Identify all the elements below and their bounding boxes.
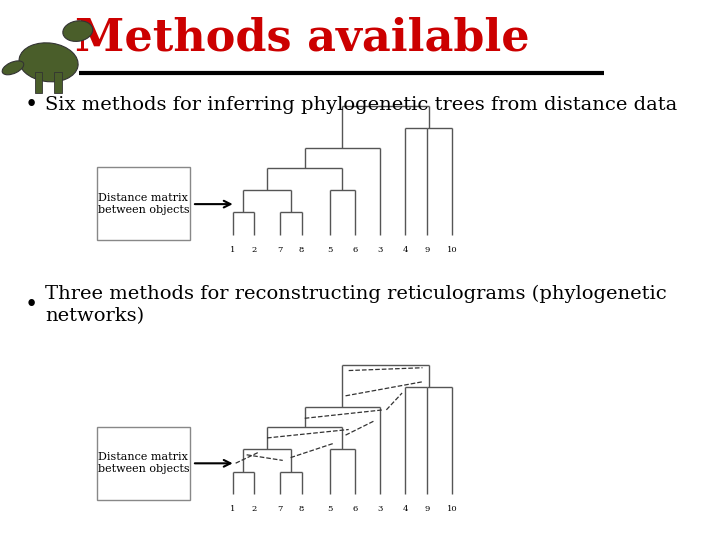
Text: Distance matrix
between objects: Distance matrix between objects bbox=[98, 193, 189, 214]
Ellipse shape bbox=[19, 43, 78, 82]
Text: 3: 3 bbox=[377, 246, 383, 254]
Text: 6: 6 bbox=[352, 246, 358, 254]
Text: 4: 4 bbox=[402, 505, 408, 513]
Text: 1: 1 bbox=[230, 505, 235, 513]
Bar bbox=[96, 427, 190, 500]
Text: 4: 4 bbox=[402, 246, 408, 254]
Bar bbox=[96, 167, 190, 240]
Text: 2: 2 bbox=[252, 505, 257, 513]
Ellipse shape bbox=[63, 21, 93, 42]
Text: 9: 9 bbox=[425, 246, 430, 254]
Text: 7: 7 bbox=[277, 246, 282, 254]
Text: 10: 10 bbox=[447, 505, 458, 513]
Text: networks): networks) bbox=[45, 307, 145, 325]
Text: 9: 9 bbox=[425, 505, 430, 513]
Text: 1: 1 bbox=[230, 246, 235, 254]
Text: Methods available: Methods available bbox=[75, 16, 529, 59]
Ellipse shape bbox=[2, 61, 24, 75]
Text: 6: 6 bbox=[352, 505, 358, 513]
Text: 10: 10 bbox=[447, 246, 458, 254]
Text: 3: 3 bbox=[377, 505, 383, 513]
Text: Three methods for reconstructing reticulograms (phylogenetic: Three methods for reconstructing reticul… bbox=[45, 285, 667, 303]
Text: 5: 5 bbox=[327, 505, 333, 513]
Text: 8: 8 bbox=[299, 505, 305, 513]
Text: 2: 2 bbox=[252, 246, 257, 254]
Bar bbox=[54, 72, 62, 93]
Text: Distance matrix
between objects: Distance matrix between objects bbox=[98, 453, 189, 474]
Text: •: • bbox=[24, 94, 37, 116]
Text: •: • bbox=[24, 294, 37, 316]
Text: 7: 7 bbox=[277, 505, 282, 513]
Bar bbox=[35, 72, 42, 93]
Text: Six methods for inferring phylogenetic trees from distance data: Six methods for inferring phylogenetic t… bbox=[45, 96, 678, 114]
Text: 8: 8 bbox=[299, 246, 305, 254]
Text: 5: 5 bbox=[327, 246, 333, 254]
